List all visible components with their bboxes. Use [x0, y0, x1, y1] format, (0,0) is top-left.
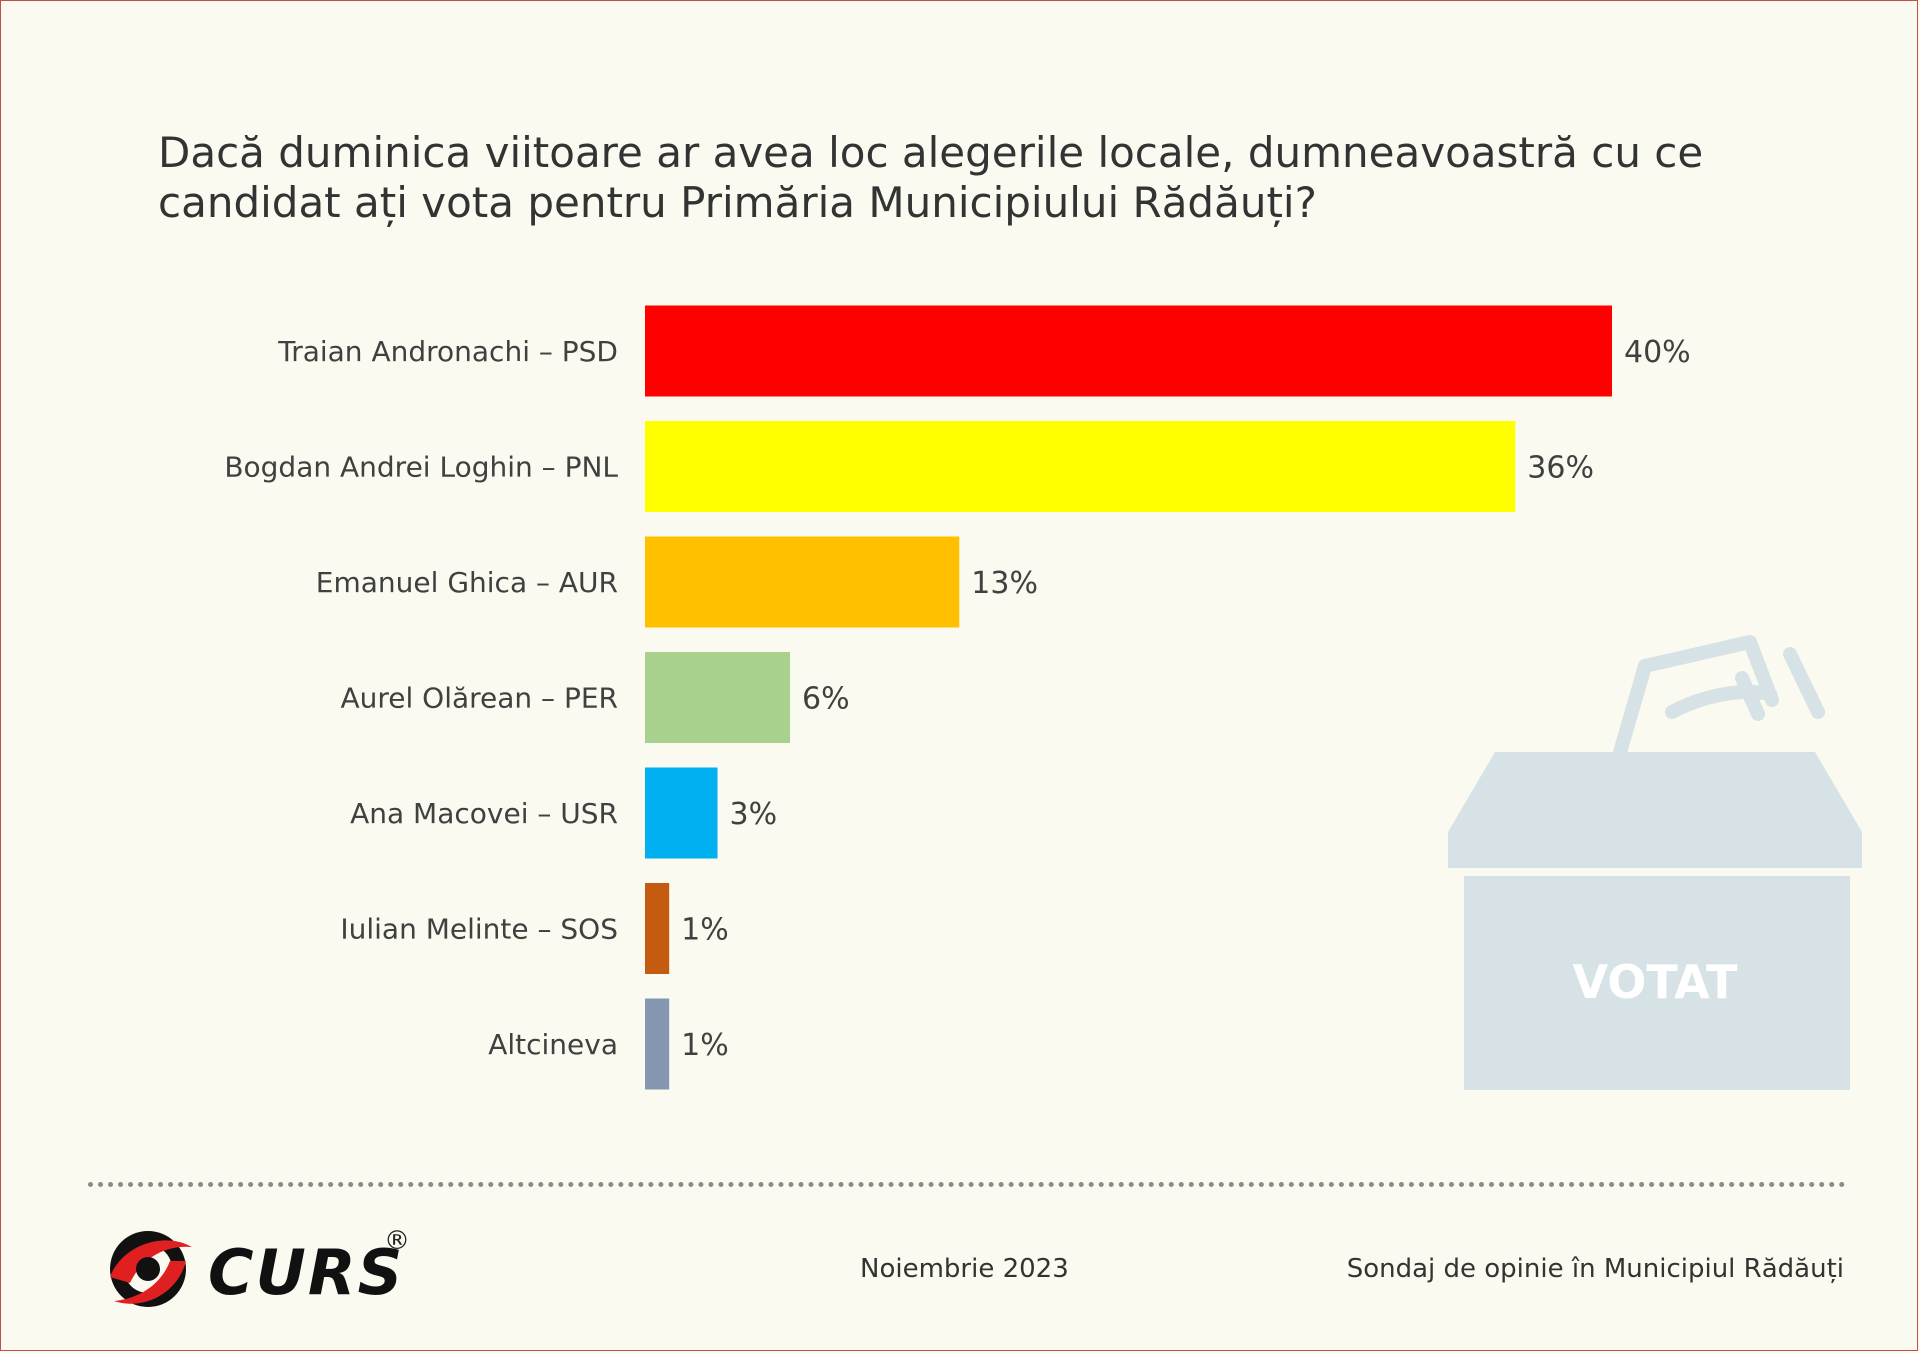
value-label: 40%: [1624, 335, 1691, 370]
brand-name: CURS: [208, 1236, 405, 1309]
bar: [645, 536, 960, 628]
value-label: 3%: [730, 797, 778, 832]
value-label: 13%: [971, 566, 1038, 601]
value-label: 1%: [681, 913, 729, 948]
bar-chart: Traian Andronachi – PSD 40% Bogdan Andrei …: [224, 305, 1691, 1090]
bar: [645, 305, 1612, 397]
ballot-box-icon: VOTAT: [1448, 635, 1862, 1090]
bar: [645, 421, 1516, 512]
value-label: 36%: [1527, 451, 1594, 486]
footer-source: Sondaj de opinie în Municipiul Rădăuți: [1346, 1254, 1844, 1284]
ballot-box-label: VOTAT: [1572, 955, 1738, 1009]
category-label: Traian Andronachi – PSD: [277, 335, 618, 368]
bar: [645, 652, 791, 743]
category-label: Ana Macovei – USR: [350, 797, 618, 830]
bar: [645, 883, 670, 974]
registered-mark: ®: [384, 1226, 410, 1256]
category-label: Bogdan Andrei Loghin – PNL: [224, 451, 618, 484]
footer-divider: [88, 1182, 1846, 1187]
bar: [645, 998, 670, 1090]
footer-date: Noiembrie 2023: [860, 1254, 1069, 1284]
category-label: Emanuel Ghica – AUR: [316, 566, 618, 599]
value-label: 1%: [681, 1028, 729, 1063]
chart-title: Dacă duminica viitoare ar avea loc alege…: [158, 128, 1704, 227]
category-label: Altcineva: [488, 1028, 618, 1061]
curs-logo-icon: [110, 1231, 192, 1307]
bar: [645, 767, 718, 859]
category-label: Iulian Melinte – SOS: [340, 913, 618, 946]
value-label: 6%: [802, 682, 850, 717]
category-label: Aurel Olărean – PER: [340, 682, 618, 715]
